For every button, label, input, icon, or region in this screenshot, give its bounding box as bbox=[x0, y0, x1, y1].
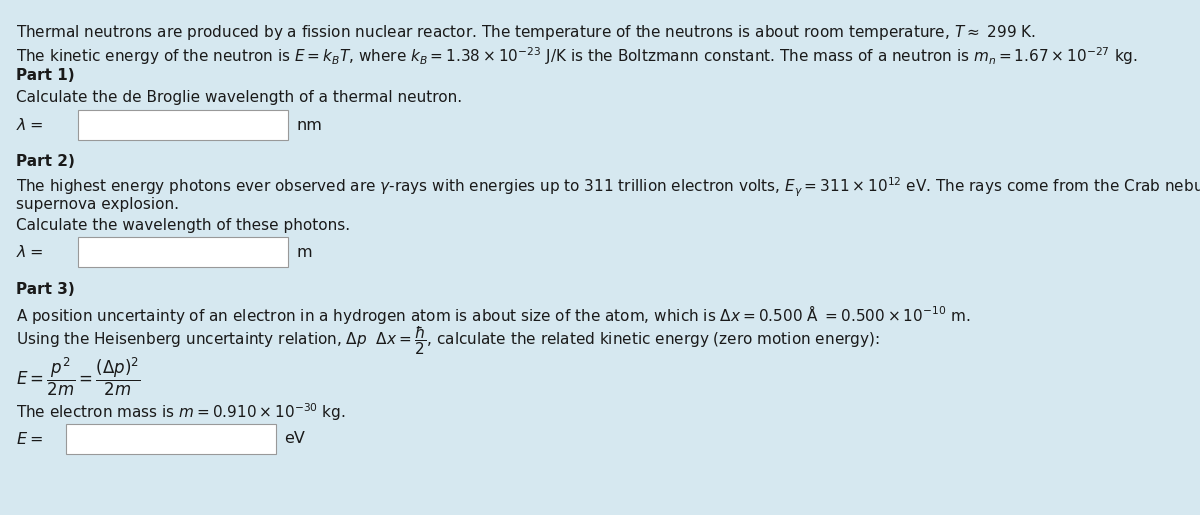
Text: The electron mass is $m = 0.910 \times 10^{-30}$ kg.: The electron mass is $m = 0.910 \times 1… bbox=[16, 402, 346, 423]
Text: Part 3): Part 3) bbox=[16, 282, 74, 297]
Text: Thermal neutrons are produced by a fission nuclear reactor. The temperature of t: Thermal neutrons are produced by a fissi… bbox=[16, 23, 1036, 42]
Text: $E = \dfrac{p^2}{2m} = \dfrac{(\Delta p)^2}{2m}$: $E = \dfrac{p^2}{2m} = \dfrac{(\Delta p)… bbox=[16, 355, 140, 398]
Text: Calculate the de Broglie wavelength of a thermal neutron.: Calculate the de Broglie wavelength of a… bbox=[16, 90, 462, 105]
Text: supernova explosion.: supernova explosion. bbox=[16, 197, 179, 212]
Text: eV: eV bbox=[284, 431, 305, 447]
Text: Calculate the wavelength of these photons.: Calculate the wavelength of these photon… bbox=[16, 218, 349, 233]
Text: nm: nm bbox=[296, 117, 323, 133]
FancyBboxPatch shape bbox=[78, 110, 288, 140]
Text: $E =$: $E =$ bbox=[16, 431, 42, 447]
Text: $\lambda =$: $\lambda =$ bbox=[16, 117, 43, 133]
FancyBboxPatch shape bbox=[78, 237, 288, 267]
Text: Part 2): Part 2) bbox=[16, 154, 74, 169]
Text: The kinetic energy of the neutron is $E = k_BT$, where $k_B = 1.38 \times 10^{-2: The kinetic energy of the neutron is $E … bbox=[16, 45, 1138, 66]
Text: m: m bbox=[296, 245, 312, 260]
Text: The highest energy photons ever observed are $\gamma$-rays with energies up to 3: The highest energy photons ever observed… bbox=[16, 176, 1200, 199]
Text: Part 1): Part 1) bbox=[16, 68, 74, 83]
Text: Using the Heisenberg uncertainty relation, $\Delta p\ \ \Delta x = \dfrac{\hbar}: Using the Heisenberg uncertainty relatio… bbox=[16, 324, 880, 357]
FancyBboxPatch shape bbox=[66, 424, 276, 454]
Text: $\lambda =$: $\lambda =$ bbox=[16, 244, 43, 261]
Text: A position uncertainty of an electron in a hydrogen atom is about size of the at: A position uncertainty of an electron in… bbox=[16, 303, 970, 327]
